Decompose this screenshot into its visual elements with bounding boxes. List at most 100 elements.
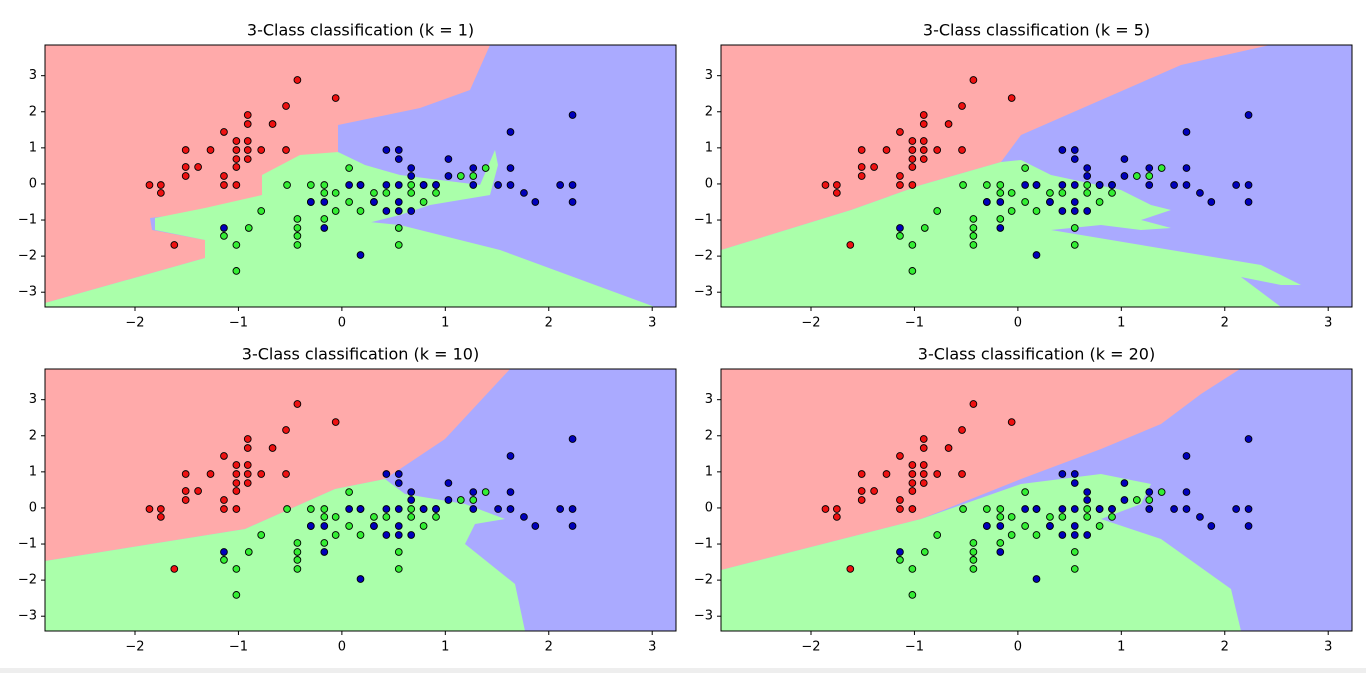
data-point xyxy=(1058,181,1067,189)
data-point xyxy=(1108,181,1116,189)
data-point xyxy=(1145,505,1154,513)
data-point xyxy=(982,505,991,513)
data-point xyxy=(320,522,329,530)
data-point xyxy=(220,224,228,232)
data-point xyxy=(1182,488,1191,496)
data-point xyxy=(394,155,403,163)
data-point xyxy=(320,539,329,547)
data-point xyxy=(345,488,353,496)
y-tick-label: 3 xyxy=(705,392,713,407)
data-point xyxy=(1108,505,1116,513)
x-tick-label: 2 xyxy=(545,316,553,331)
y-tick-label: 1 xyxy=(29,140,37,155)
data-point xyxy=(857,146,866,154)
data-point xyxy=(243,470,252,478)
data-point xyxy=(933,146,942,154)
data-point xyxy=(896,224,904,232)
data-point xyxy=(320,513,329,521)
data-point xyxy=(1182,452,1191,460)
data-point xyxy=(969,224,978,232)
x-tick-label: 3 xyxy=(1324,640,1332,655)
data-point xyxy=(407,207,416,215)
data-point xyxy=(181,487,190,495)
data-point xyxy=(1070,531,1079,539)
data-point xyxy=(506,488,515,496)
y-tick-label: 1 xyxy=(29,464,37,479)
data-point xyxy=(1170,505,1178,513)
data-point xyxy=(1070,565,1079,573)
x-tick-label: −1 xyxy=(905,316,924,331)
x-tick-label: 2 xyxy=(545,640,553,655)
data-point xyxy=(531,522,540,530)
data-point xyxy=(857,172,866,180)
data-point xyxy=(896,181,904,189)
data-point xyxy=(531,198,540,206)
data-point xyxy=(469,172,478,180)
data-point xyxy=(356,181,365,189)
data-point xyxy=(419,522,428,530)
data-point xyxy=(1007,531,1016,539)
data-point xyxy=(1207,522,1216,530)
data-point xyxy=(432,513,440,521)
data-point xyxy=(306,505,315,513)
x-tick-label: 1 xyxy=(441,640,449,655)
data-point xyxy=(896,232,904,240)
x-tick-label: 0 xyxy=(1014,316,1022,331)
data-point xyxy=(959,181,967,189)
data-point xyxy=(506,452,515,460)
data-point xyxy=(206,146,215,154)
data-point xyxy=(1021,198,1029,206)
data-point xyxy=(1132,172,1141,180)
data-point xyxy=(456,496,465,504)
data-point xyxy=(969,215,978,223)
data-point xyxy=(919,461,928,469)
data-point xyxy=(1058,189,1067,197)
data-point xyxy=(1120,155,1129,163)
chart-title: 3-Class classification (k = 1) xyxy=(247,21,474,40)
data-point xyxy=(320,548,329,556)
data-point xyxy=(194,163,202,171)
x-tick-label: 3 xyxy=(648,640,656,655)
data-point xyxy=(568,181,577,189)
y-tick-label: −1 xyxy=(18,213,37,228)
data-point xyxy=(157,189,165,197)
y-tick-label: 0 xyxy=(705,500,713,515)
data-point xyxy=(908,487,917,495)
y-tick-label: −1 xyxy=(694,213,713,228)
data-point xyxy=(232,470,241,478)
data-point xyxy=(243,435,252,443)
chart-title: 3-Class classification (k = 10) xyxy=(242,345,479,364)
data-point xyxy=(244,548,253,556)
data-point xyxy=(257,531,266,539)
data-point xyxy=(469,496,478,504)
data-point xyxy=(345,164,353,172)
data-point xyxy=(1070,207,1079,215)
data-point xyxy=(568,505,577,513)
data-point xyxy=(243,146,252,154)
data-point xyxy=(882,146,891,154)
y-tick-label: 0 xyxy=(29,176,37,191)
data-point xyxy=(556,505,564,513)
data-point xyxy=(870,163,878,171)
data-point xyxy=(293,224,302,232)
data-point xyxy=(1083,164,1092,172)
data-point xyxy=(320,189,329,197)
data-point xyxy=(444,172,453,180)
data-point xyxy=(494,181,502,189)
data-point xyxy=(293,556,302,564)
data-point xyxy=(257,470,266,478)
y-tick-label: −3 xyxy=(18,285,37,300)
data-point xyxy=(469,505,478,513)
y-tick-label: −2 xyxy=(18,249,37,264)
data-point xyxy=(1120,172,1129,180)
y-tick-label: 2 xyxy=(29,428,37,443)
data-point xyxy=(996,224,1005,232)
data-point xyxy=(920,224,929,232)
window-edge xyxy=(0,668,1366,673)
data-point xyxy=(1095,181,1104,189)
data-point xyxy=(919,120,928,128)
data-point xyxy=(996,513,1005,521)
data-point xyxy=(220,181,228,189)
